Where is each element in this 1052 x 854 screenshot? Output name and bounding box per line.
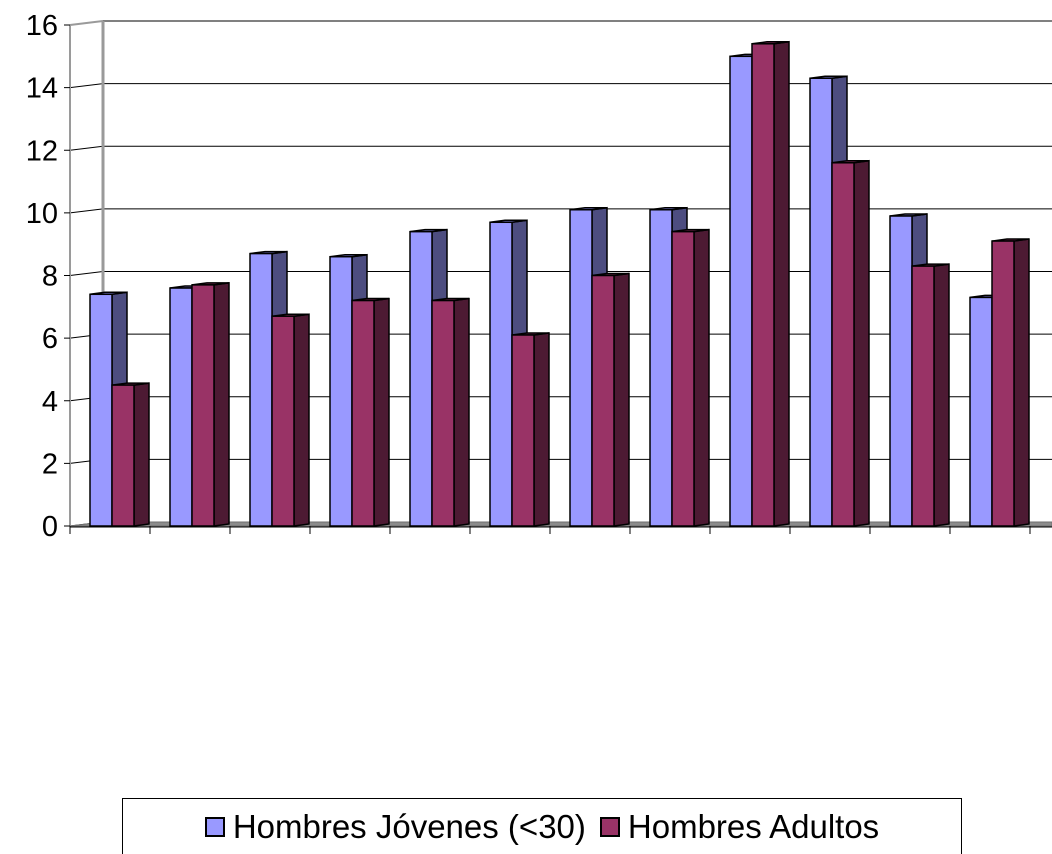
bar-side-face: [693, 228, 710, 527]
bar-side-face: [453, 297, 470, 527]
y-axis-ticks: 0 2 4 6 8 10 12 14 16: [26, 10, 70, 543]
bar-2-3: [271, 313, 310, 527]
y-tick-label-7: 14: [26, 73, 58, 105]
bar-front-face: [409, 230, 433, 527]
bar-side-face: [213, 282, 230, 527]
y-tick-label-2: 4: [42, 386, 58, 418]
bar-front-face: [969, 296, 993, 527]
bar-side-face: [533, 332, 550, 527]
gridline-5: [69, 208, 1052, 214]
gridline-6: [69, 145, 1052, 151]
legend-item-series-1: Hombres Jóvenes (<30): [204, 807, 586, 846]
y-tick-label-3: 6: [42, 323, 58, 355]
bar-2-4: [351, 297, 390, 527]
bar-2-9: [751, 40, 790, 527]
legend-swatch-series-2: [599, 816, 620, 837]
bar-front-face: [729, 55, 753, 527]
bar-front-face: [831, 162, 855, 527]
bar-2-1: [111, 382, 150, 527]
bar-front-face: [569, 208, 593, 527]
bar-front-face: [511, 334, 535, 527]
bar-side-face: [293, 313, 310, 527]
bar-side-face: [133, 382, 150, 527]
bar-2-8: [671, 228, 710, 527]
bar-side-face: [773, 40, 790, 527]
bar-front-face: [89, 293, 113, 527]
bar-front-face: [169, 287, 193, 527]
y-tick-label-0: 0: [42, 511, 58, 543]
y-tick-label-1: 2: [42, 448, 58, 480]
legend-label-series-1: Hombres Jóvenes (<30): [232, 807, 586, 845]
bar-front-face: [489, 221, 513, 527]
bar-front-face: [671, 230, 695, 527]
legend: Hombres Jóvenes (<30) Hombres Adultos: [122, 798, 962, 854]
bar-2-5: [431, 297, 470, 527]
y-tick-label-6: 12: [26, 135, 58, 167]
legend-swatch-series-1: [204, 816, 225, 837]
bar-front-face: [591, 274, 615, 527]
bar-front-face: [111, 384, 135, 527]
bar-front-face: [911, 265, 935, 527]
bar-2-10: [831, 159, 870, 527]
bar-front-face: [351, 299, 375, 527]
bar-front-face: [751, 43, 775, 527]
bar-front-face: [889, 215, 913, 527]
bar-front-face: [431, 299, 455, 527]
y-tick-label-4: 8: [42, 261, 58, 293]
bar-2-7: [591, 272, 630, 527]
bar-side-face: [373, 297, 390, 527]
bar-2-2: [191, 282, 230, 527]
wall-top-edge: [69, 20, 104, 26]
bar-front-face: [249, 252, 273, 527]
x-axis-category-labels: [69, 526, 1031, 534]
bar-front-face: [329, 255, 353, 527]
bar-side-face: [1013, 238, 1030, 527]
gridline-7: [69, 83, 1052, 89]
bar-side-face: [613, 272, 630, 527]
y-tick-label-8: 16: [26, 10, 58, 42]
bar-front-face: [809, 77, 833, 527]
legend-label-series-2: Hombres Adultos: [627, 807, 880, 845]
bar-side-face: [853, 159, 870, 527]
bar-2-11: [911, 263, 950, 527]
bar-front-face: [649, 208, 673, 527]
bar-front-face: [271, 315, 295, 527]
bar-2-12: [991, 238, 1030, 527]
bar-side-face: [933, 263, 950, 527]
bars: [89, 40, 1030, 527]
legend-item-series-2: Hombres Adultos: [599, 807, 880, 846]
bar-2-6: [511, 332, 550, 527]
bar-front-face: [191, 284, 215, 527]
bar-front-face: [991, 240, 1015, 527]
bar-chart: 0 2 4 6 8 10 12 14 16: [26, 10, 1052, 543]
gridline-8: [69, 20, 1052, 26]
y-tick-label-5: 10: [26, 198, 58, 230]
